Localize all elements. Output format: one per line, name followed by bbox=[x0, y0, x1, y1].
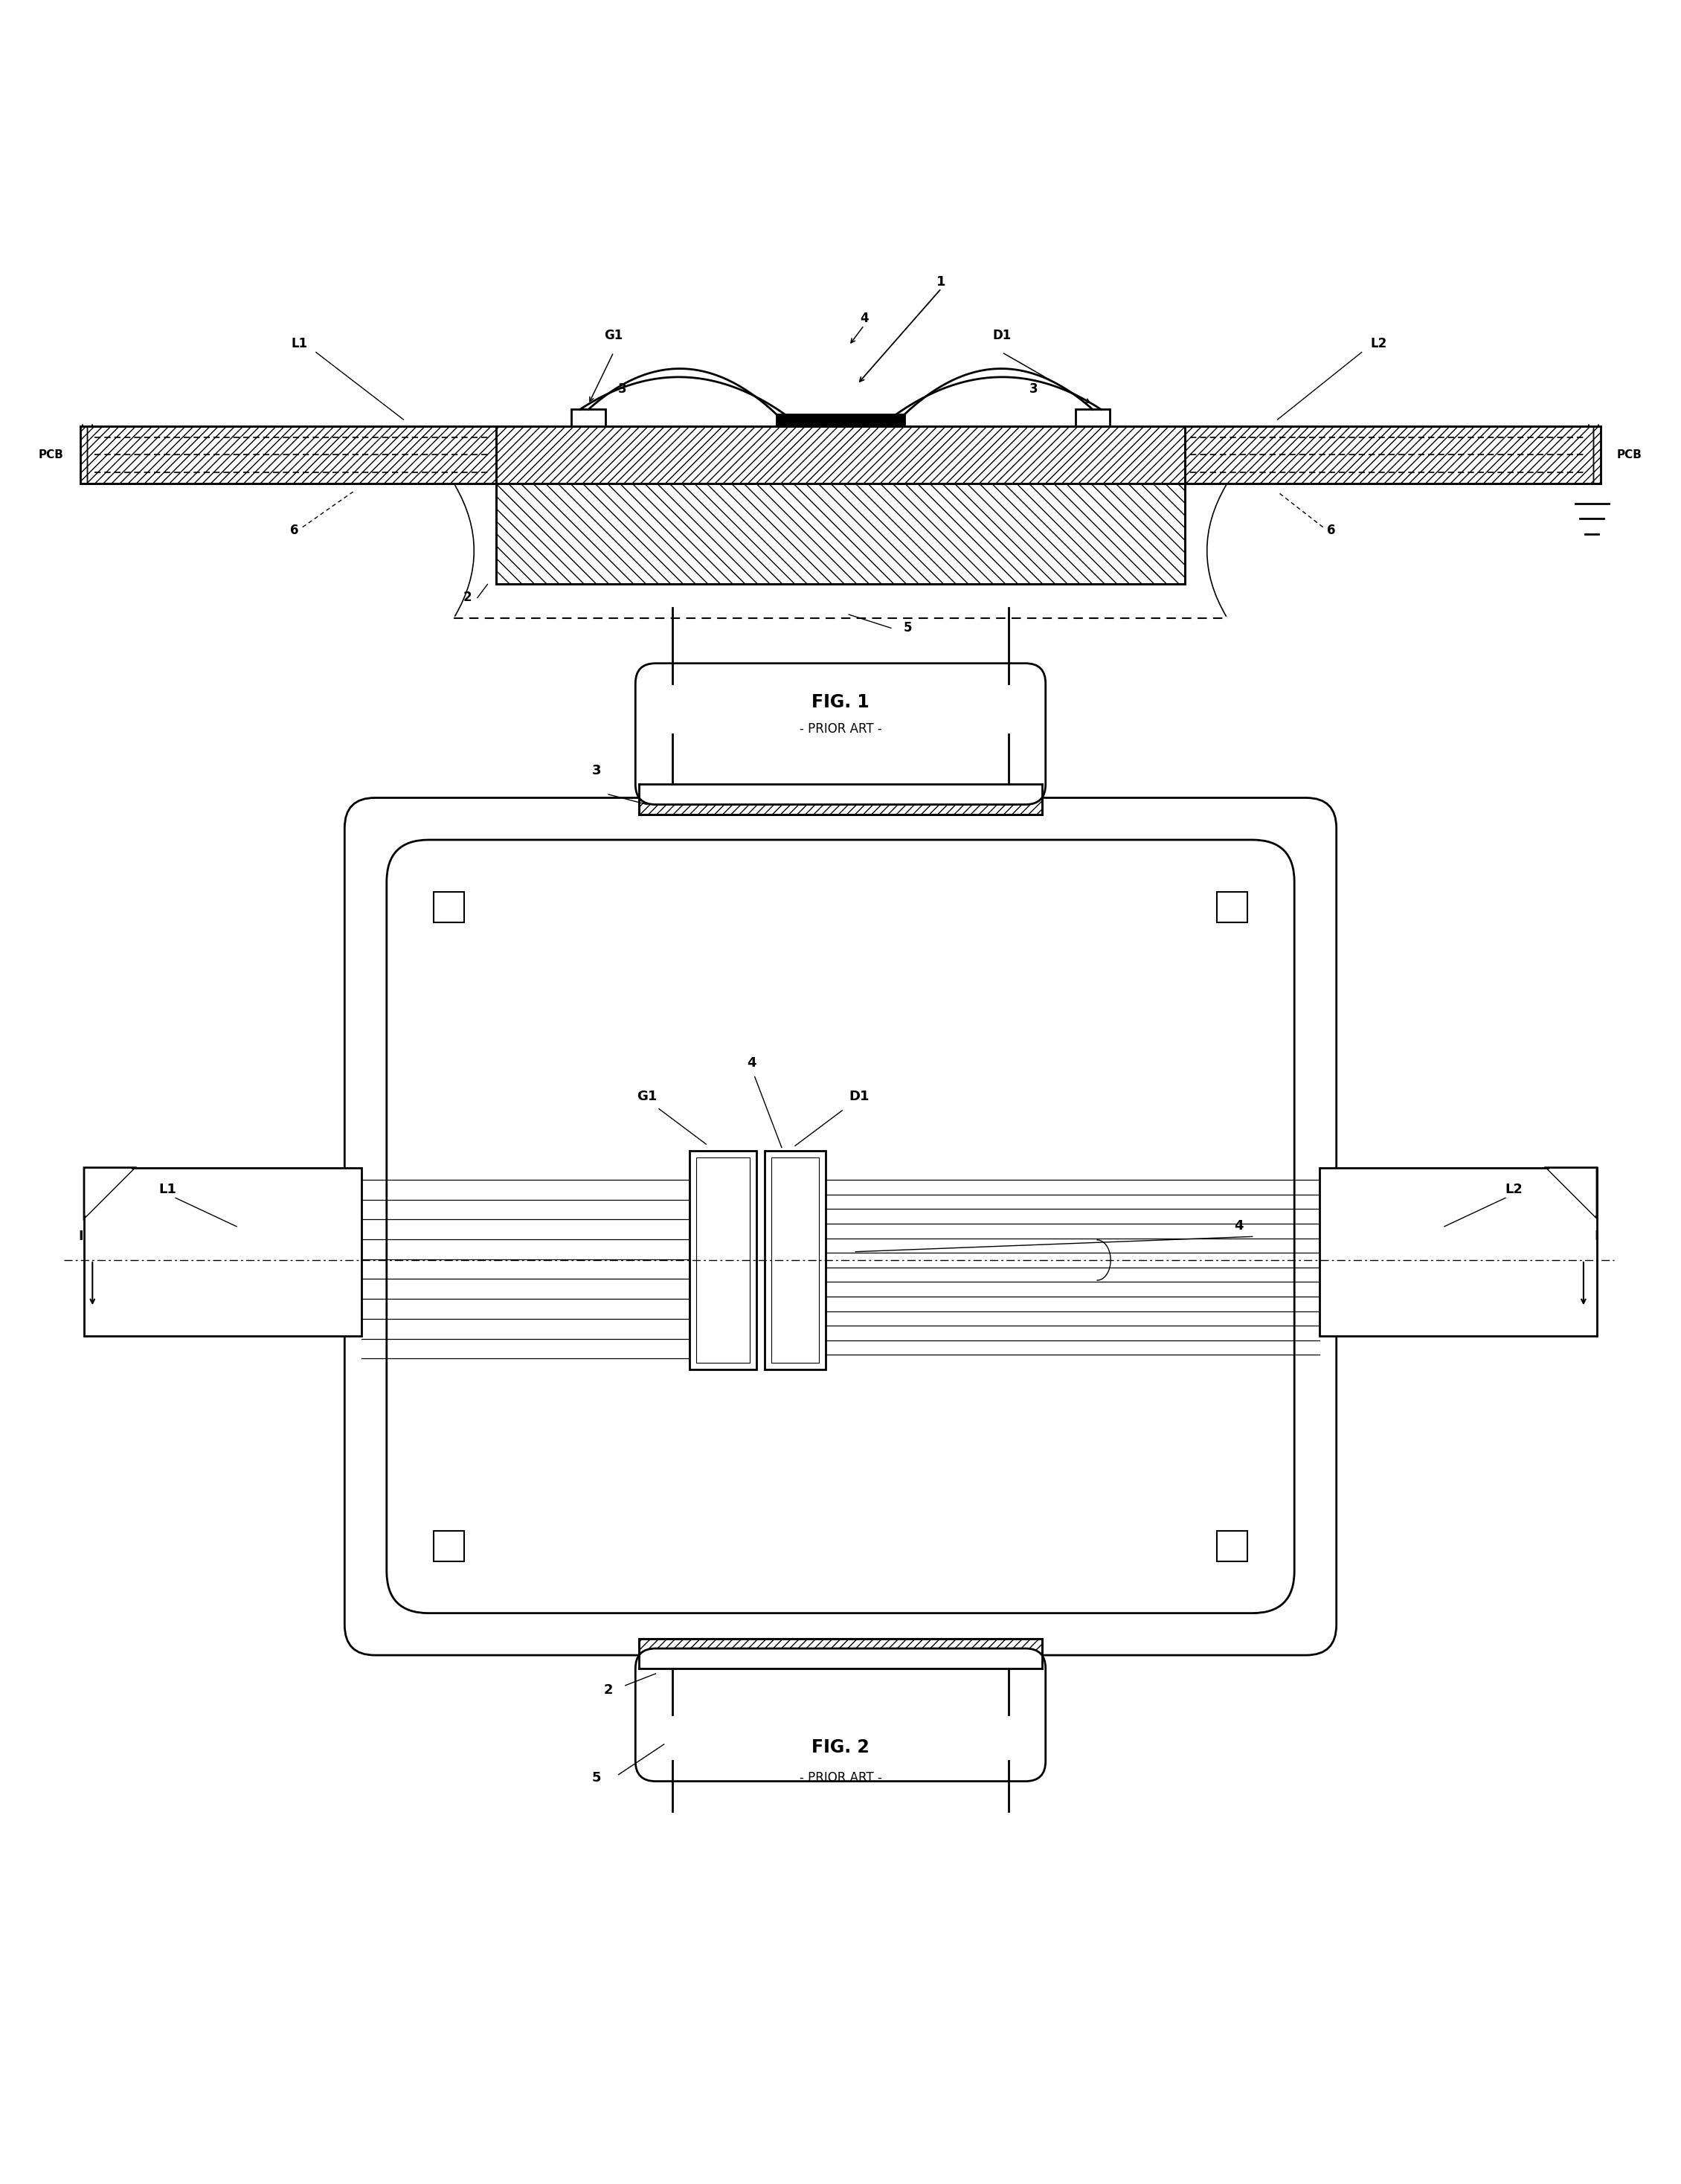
Bar bbox=[434, 891, 464, 922]
Text: - PRIOR ART -: - PRIOR ART - bbox=[798, 723, 883, 736]
Text: 1: 1 bbox=[936, 275, 946, 288]
Bar bbox=[1185, 426, 1600, 483]
Text: 3: 3 bbox=[592, 764, 602, 778]
Bar bbox=[1217, 1531, 1247, 1562]
Text: 4: 4 bbox=[746, 1057, 756, 1070]
Bar bbox=[84, 1168, 361, 1337]
Text: 5: 5 bbox=[903, 620, 913, 633]
Bar bbox=[496, 426, 1185, 483]
Text: 6: 6 bbox=[289, 524, 299, 537]
Text: - PRIOR ART -: - PRIOR ART - bbox=[798, 1771, 883, 1784]
Bar bbox=[496, 483, 1185, 585]
Bar bbox=[639, 784, 1042, 815]
Bar bbox=[1217, 891, 1247, 922]
Text: 2: 2 bbox=[603, 1684, 614, 1697]
Bar bbox=[772, 1158, 819, 1363]
Text: 5: 5 bbox=[592, 1771, 602, 1784]
Text: PCB: PCB bbox=[1617, 450, 1642, 461]
Bar bbox=[639, 1638, 1042, 1669]
Text: FIG. 2: FIG. 2 bbox=[812, 1738, 869, 1756]
Bar bbox=[572, 408, 605, 426]
Polygon shape bbox=[1548, 1168, 1595, 1216]
Text: D1: D1 bbox=[849, 1090, 869, 1103]
FancyBboxPatch shape bbox=[387, 841, 1294, 1614]
Polygon shape bbox=[84, 1168, 134, 1219]
Polygon shape bbox=[1547, 1168, 1597, 1219]
Text: I: I bbox=[79, 1230, 82, 1243]
Text: 3: 3 bbox=[1029, 382, 1039, 395]
Text: 4: 4 bbox=[1234, 1219, 1244, 1232]
Bar bbox=[434, 1531, 464, 1562]
Bar bbox=[777, 415, 904, 426]
Bar bbox=[1320, 1168, 1597, 1337]
Bar bbox=[1076, 408, 1109, 426]
Text: L1: L1 bbox=[291, 336, 308, 352]
Text: L2: L2 bbox=[1504, 1182, 1523, 1197]
Text: G1: G1 bbox=[603, 330, 624, 343]
Text: L2: L2 bbox=[1370, 336, 1387, 352]
Bar bbox=[81, 426, 496, 483]
Text: G1: G1 bbox=[637, 1090, 657, 1103]
Bar bbox=[696, 1158, 750, 1363]
Text: 3: 3 bbox=[617, 382, 627, 395]
Bar bbox=[689, 1151, 756, 1369]
Bar bbox=[765, 1151, 825, 1369]
Text: 4: 4 bbox=[859, 312, 869, 325]
FancyBboxPatch shape bbox=[345, 797, 1336, 1655]
Text: FIG. 1: FIG. 1 bbox=[812, 692, 869, 712]
Text: PCB: PCB bbox=[39, 450, 64, 461]
Text: 2: 2 bbox=[462, 590, 472, 605]
Text: D1: D1 bbox=[992, 330, 1012, 343]
Text: 6: 6 bbox=[1326, 524, 1336, 537]
Text: L1: L1 bbox=[158, 1182, 177, 1197]
FancyBboxPatch shape bbox=[635, 664, 1046, 804]
FancyBboxPatch shape bbox=[635, 1649, 1046, 1782]
Text: I: I bbox=[1595, 1230, 1599, 1243]
Polygon shape bbox=[86, 1168, 133, 1216]
